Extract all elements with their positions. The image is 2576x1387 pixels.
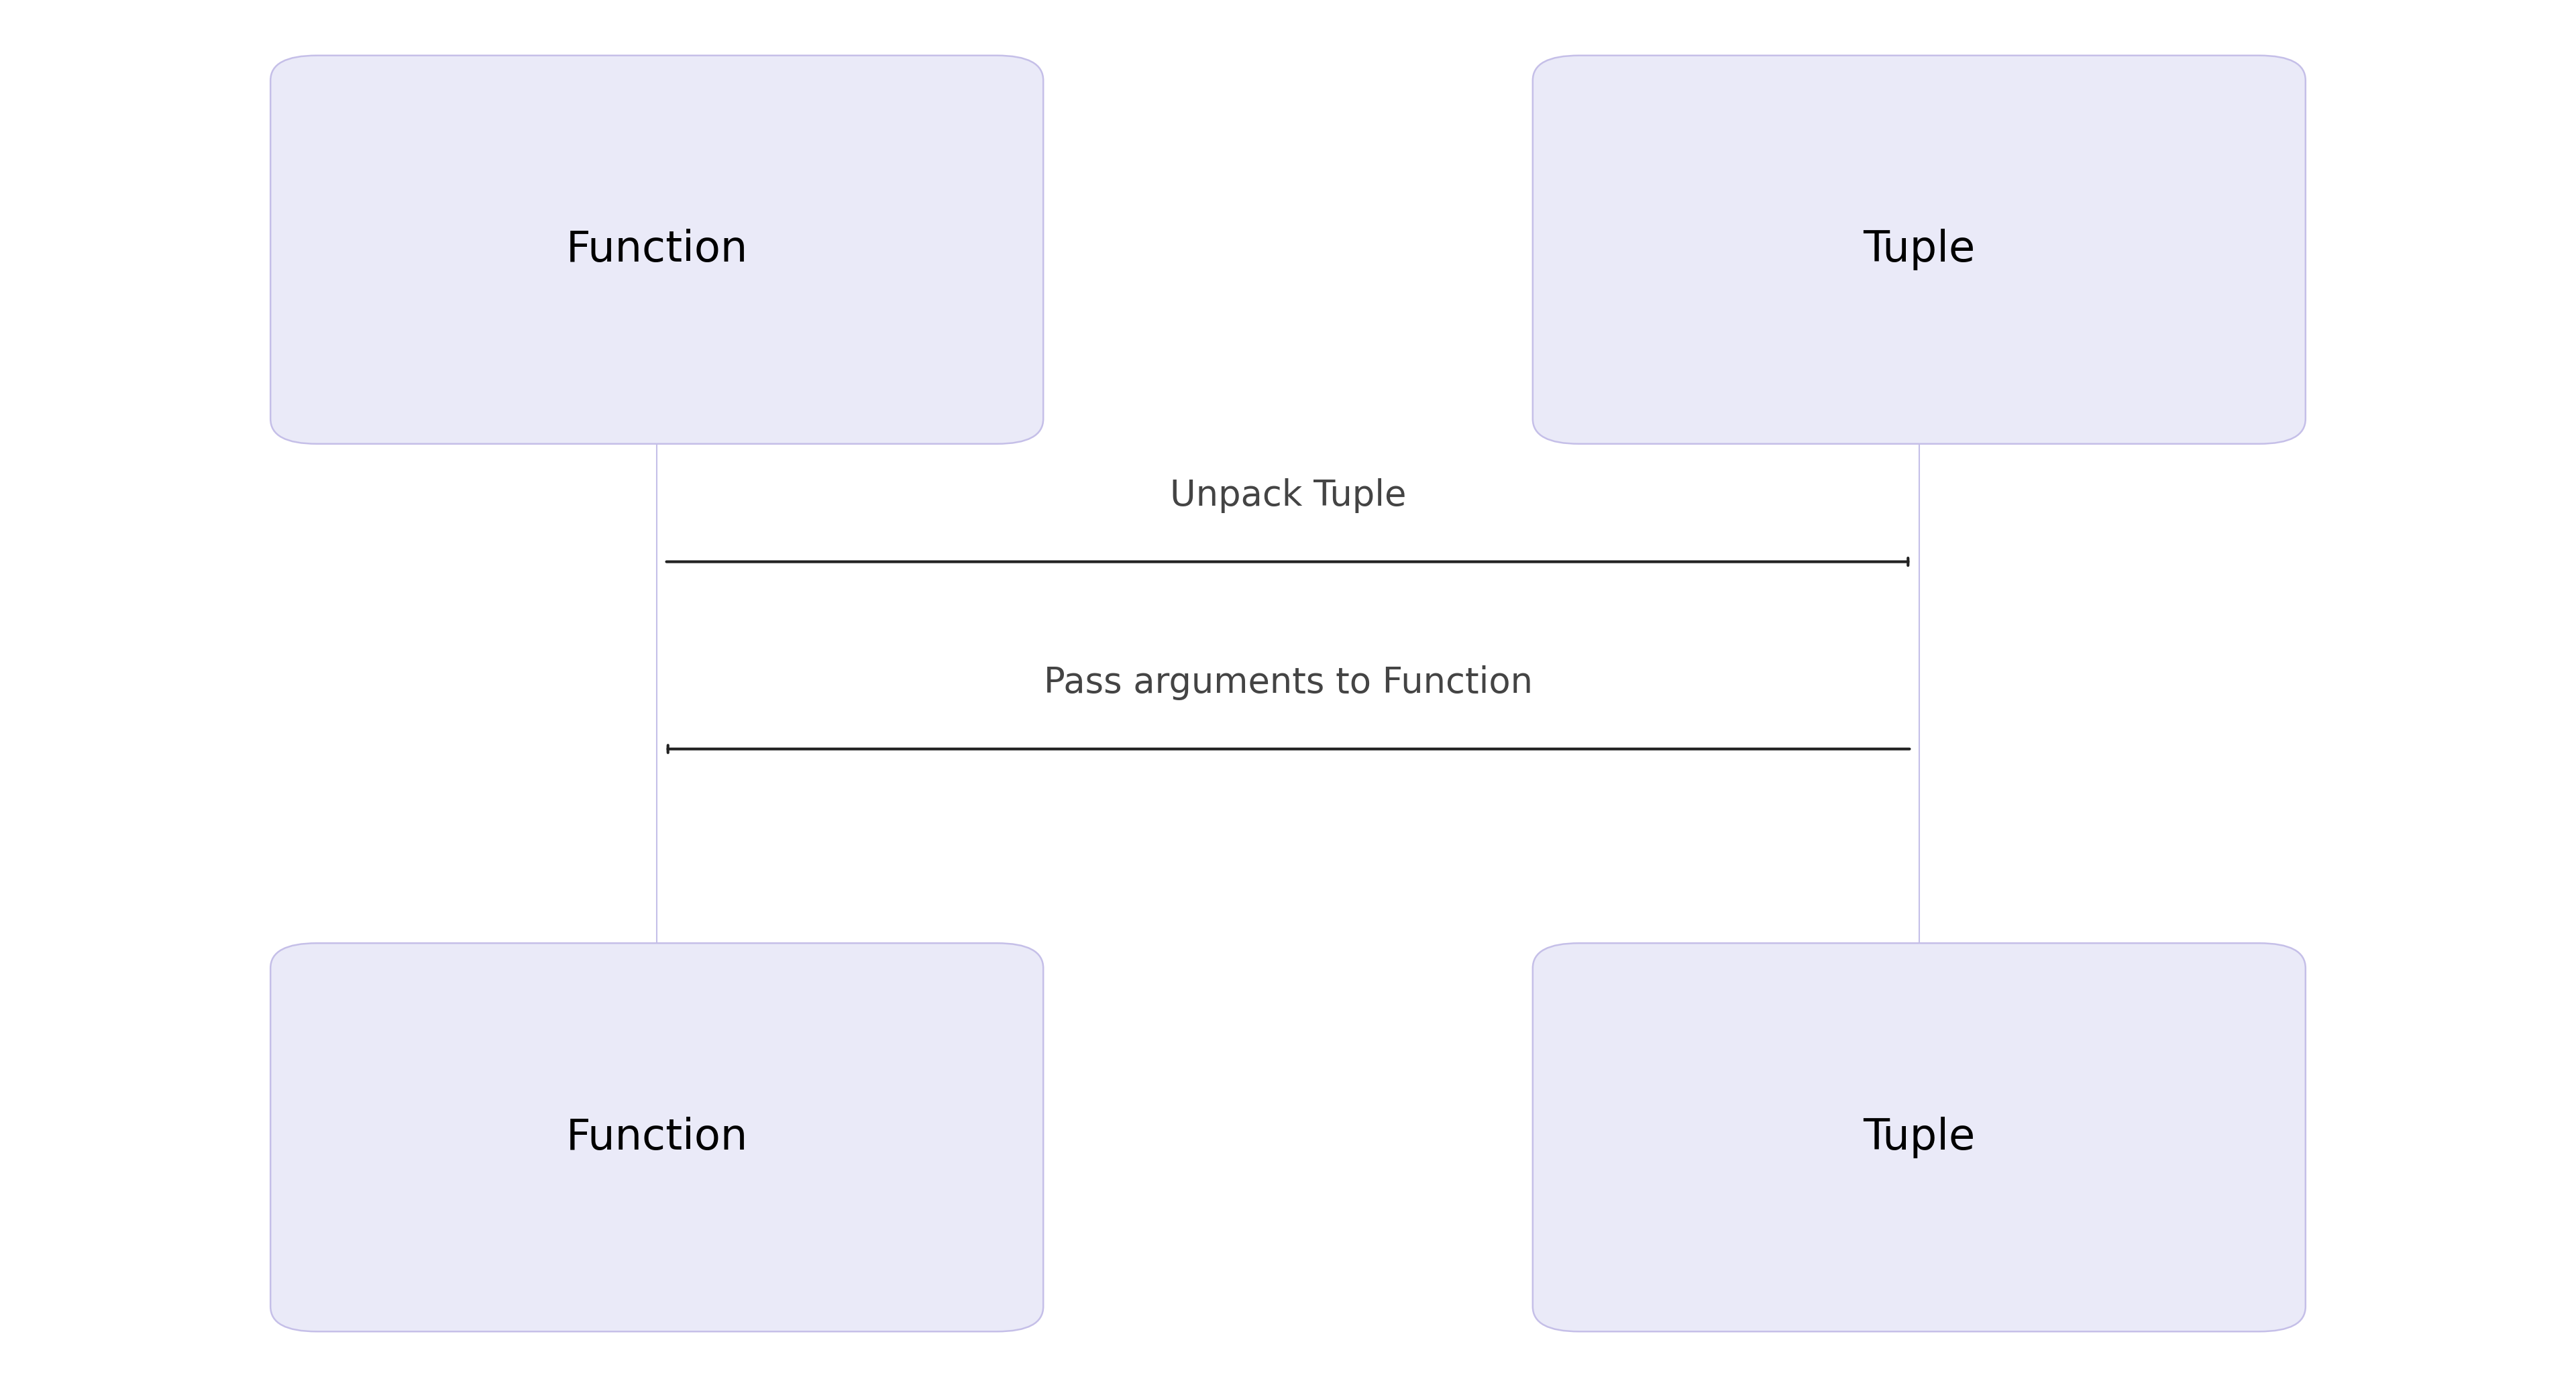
Text: Tuple: Tuple [1862, 1117, 1976, 1158]
Text: Function: Function [567, 1117, 747, 1158]
FancyBboxPatch shape [270, 55, 1043, 444]
FancyBboxPatch shape [270, 943, 1043, 1332]
Text: Unpack Tuple: Unpack Tuple [1170, 479, 1406, 513]
Text: Function: Function [567, 229, 747, 270]
FancyBboxPatch shape [1533, 943, 2306, 1332]
FancyBboxPatch shape [1533, 55, 2306, 444]
Text: Tuple: Tuple [1862, 229, 1976, 270]
Text: Pass arguments to Function: Pass arguments to Function [1043, 666, 1533, 700]
